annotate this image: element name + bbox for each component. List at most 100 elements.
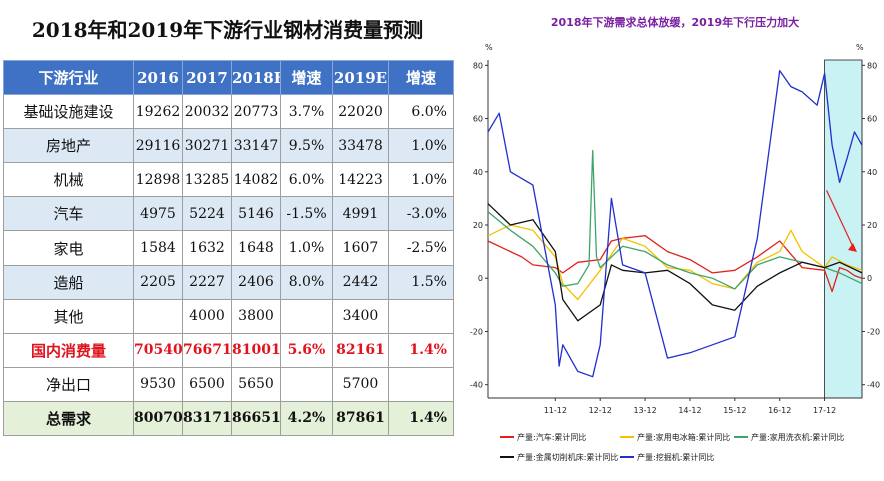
table-cell bbox=[280, 298, 333, 334]
row-label: 房地产 bbox=[3, 128, 134, 164]
table-cell: 87861 bbox=[332, 400, 389, 437]
steel-consumption-table: 下游行业 2016 2017 2018E 增速 2019E 增速 基础设施建设 1… bbox=[3, 59, 454, 437]
table-cell: 6500 bbox=[182, 366, 232, 402]
table-row-total-demand: 总需求 80070 83171 86651 4.2% 87861 1.4% bbox=[3, 400, 454, 437]
row-label: 汽车 bbox=[3, 196, 134, 232]
table-cell: 5146 bbox=[231, 196, 281, 232]
table-row-other: 其他 4000 3800 3400 bbox=[3, 298, 454, 334]
table-cell: 9.5% bbox=[280, 128, 333, 164]
table-row-domestic-consumption: 国内消费量 70540 76671 81001 5.6% 82161 1.4% bbox=[3, 332, 454, 368]
series-line-0 bbox=[487, 235, 863, 293]
header-2016: 2016 bbox=[133, 59, 183, 96]
table-cell: 70540 bbox=[133, 332, 183, 368]
table-cell: 4000 bbox=[182, 298, 232, 334]
table-cell: 29116 bbox=[133, 128, 183, 164]
table-title: 2018年和2019年下游行业钢材消费量预测 bbox=[31, 18, 424, 42]
x-tick-label: 17-12 bbox=[813, 406, 836, 415]
table-cell: 5224 bbox=[182, 196, 232, 232]
table-cell: 1632 bbox=[182, 230, 232, 266]
legend-label-2: 产量:家用洗衣机:累计同比 bbox=[751, 432, 844, 442]
series-line-4 bbox=[487, 69, 863, 378]
row-label: 家电 bbox=[3, 230, 134, 266]
table-cell: 4991 bbox=[332, 196, 389, 232]
table-row-net-export: 净出口 9530 6500 5650 5700 bbox=[3, 366, 454, 402]
y-tick-label: 20 bbox=[473, 221, 483, 230]
y-tick-label-right: -40 bbox=[867, 381, 880, 390]
table-cell: 1.0% bbox=[280, 230, 333, 266]
chart-svg: 2018年下游需求总体放缓，2019年下行压力加大 % % -40 -40-20-… bbox=[470, 15, 880, 462]
y-tick-label-right: 80 bbox=[867, 61, 877, 70]
legend-label-4: 产量:挖掘机:累计同比 bbox=[637, 452, 714, 462]
table-cell: 2442 bbox=[332, 264, 389, 300]
table-cell: -2.5% bbox=[388, 230, 454, 266]
table-row-automobile: 汽车 4975 5224 5146 -1.5% 4991 -3.0% bbox=[3, 196, 454, 232]
row-label: 造船 bbox=[3, 264, 134, 300]
table-cell: 14082 bbox=[231, 162, 281, 198]
header-2017: 2017 bbox=[182, 59, 232, 96]
y-tick-label: -40 bbox=[470, 381, 483, 390]
table-cell: 1.5% bbox=[388, 264, 454, 300]
table-cell: 83171 bbox=[182, 400, 232, 437]
legend-label-3: 产量:金属切削机床:累计同比 bbox=[517, 452, 618, 462]
highlight-band bbox=[824, 59, 863, 399]
x-tick-label: 13-12 bbox=[633, 406, 656, 415]
table-cell: 33478 bbox=[332, 128, 389, 164]
trend-arrow-head bbox=[848, 242, 857, 252]
row-label: 机械 bbox=[3, 162, 134, 198]
plot-layer: -40 -40 -20 -20 0 0 20 20 40 40 60 60 80 80 11-12 12-12… bbox=[470, 59, 880, 415]
header-2019e: 2019E bbox=[332, 59, 389, 96]
table-cell: 2406 bbox=[231, 264, 281, 300]
y-tick-label-right: 0 bbox=[867, 274, 872, 283]
table-cell: 20773 bbox=[231, 94, 281, 130]
y-tick-label: 40 bbox=[473, 168, 483, 177]
table-cell: 9530 bbox=[133, 366, 183, 402]
table-cell: 14223 bbox=[332, 162, 389, 198]
x-tick-label: 11-12 bbox=[544, 406, 567, 415]
table-cell: 33147 bbox=[231, 128, 281, 164]
y-tick-label: 60 bbox=[473, 115, 483, 124]
table-cell: 20032 bbox=[182, 94, 232, 130]
x-tick-label: 14-12 bbox=[678, 406, 701, 415]
table-cell: 86651 bbox=[231, 400, 281, 437]
row-label: 其他 bbox=[3, 298, 134, 334]
table-cell: 1.0% bbox=[388, 128, 454, 164]
table-row-real-estate: 房地产 29116 30271 33147 9.5% 33478 1.0% bbox=[3, 128, 454, 164]
y-tick-label: 0 bbox=[478, 274, 483, 283]
table-cell: 1584 bbox=[133, 230, 183, 266]
y-tick-label-right: -20 bbox=[867, 327, 880, 336]
steel-consumption-table-panel: 2018年和2019年下游行业钢材消费量预测 下游行业 2016 2017 20… bbox=[3, 18, 454, 437]
table-cell: 13285 bbox=[182, 162, 232, 198]
header-growth-2018: 增速 bbox=[280, 59, 333, 96]
table-cell: 22020 bbox=[332, 94, 389, 130]
x-tick-label: 12-12 bbox=[589, 406, 612, 415]
y-tick-label: 80 bbox=[473, 61, 483, 70]
left-axis-unit: % bbox=[485, 43, 493, 52]
x-tick-label: 16-12 bbox=[768, 406, 791, 415]
table-cell: 3400 bbox=[332, 298, 389, 334]
table-cell: 5650 bbox=[231, 366, 281, 402]
row-label: 国内消费量 bbox=[3, 332, 134, 368]
legend-label-0: 产量:汽车:累计同比 bbox=[517, 432, 586, 442]
table-cell: 80070 bbox=[133, 400, 183, 437]
y-tick-label-right: 40 bbox=[867, 168, 877, 177]
table-cell bbox=[133, 298, 183, 334]
table-cell: 2205 bbox=[133, 264, 183, 300]
legend-label-1: 产量:家用电冰箱:累计同比 bbox=[637, 432, 730, 442]
table-cell: 19262 bbox=[133, 94, 183, 130]
table-cell: 5700 bbox=[332, 366, 389, 402]
header-industry: 下游行业 bbox=[3, 59, 134, 96]
table-row-machinery: 机械 12898 13285 14082 6.0% 14223 1.0% bbox=[3, 162, 454, 198]
trend-arrow-shaft bbox=[826, 190, 855, 250]
y-tick-label-right: 60 bbox=[867, 115, 877, 124]
row-label: 净出口 bbox=[3, 366, 134, 402]
table-header-row: 下游行业 2016 2017 2018E 增速 2019E 增速 bbox=[3, 59, 454, 96]
header-2018e: 2018E bbox=[231, 59, 281, 96]
table-cell: 5.6% bbox=[280, 332, 333, 368]
x-tick-label: 15-12 bbox=[723, 406, 746, 415]
table-cell: 1.0% bbox=[388, 162, 454, 198]
chart-title: 2018年下游需求总体放缓，2019年下行压力加大 bbox=[551, 15, 799, 29]
table-cell: 1.4% bbox=[388, 400, 454, 437]
table-cell: 4.2% bbox=[280, 400, 333, 437]
table-cell bbox=[388, 298, 454, 334]
table-cell: 2227 bbox=[182, 264, 232, 300]
